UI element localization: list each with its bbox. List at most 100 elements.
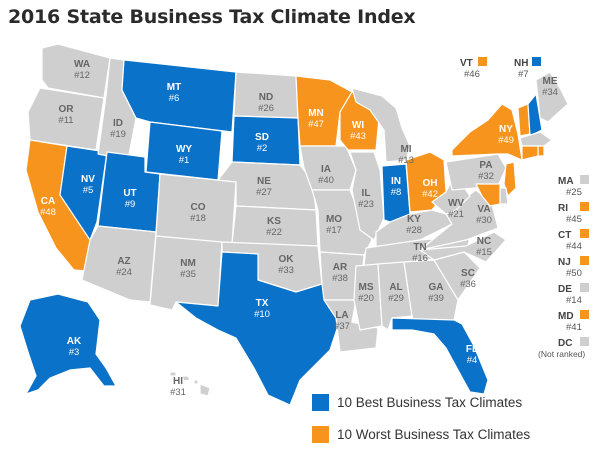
side-rank-dc: (Not ranked): [538, 349, 585, 359]
state-abbr-az: AZ: [117, 256, 130, 267]
state-abbr-hi: HI: [173, 376, 183, 387]
state-abbr-wv: WV: [448, 198, 464, 209]
state-rank-nc: #15: [476, 247, 492, 258]
state-abbr-wi: WI: [352, 120, 364, 131]
state-rank-tx: #10: [254, 309, 270, 320]
state-rank-or: #11: [58, 115, 73, 126]
map-title: 2016 State Business Tax Climate Index: [8, 6, 416, 28]
state-rank-wy: #1: [179, 155, 190, 166]
state-abbr-mi: MI: [400, 144, 411, 155]
state-rank-il: #23: [358, 199, 374, 210]
side-rank-ma: #25: [566, 187, 582, 198]
state-abbr-ks: KS: [267, 216, 281, 227]
side-swatch-nj: [580, 256, 589, 265]
state-abbr-ms: MS: [359, 282, 374, 293]
state-rank-in: #8: [391, 187, 402, 198]
state-abbr-me: ME: [543, 76, 558, 87]
state-rank-mn: #47: [308, 119, 324, 130]
state-rank-hi: #31: [170, 387, 186, 398]
state-rank-ny: #49: [498, 135, 514, 146]
side-swatch-de: [580, 283, 589, 292]
legend-best-swatch: [312, 394, 329, 411]
state-abbr-in: IN: [391, 176, 401, 187]
state-rank-wa: #12: [74, 70, 90, 81]
state-abbr-ut: UT: [123, 188, 136, 199]
side-swatch-md: [580, 310, 589, 319]
state-abbr-mt: MT: [167, 82, 181, 93]
legend-worst-label: 10 Worst Business Tax Climates: [337, 427, 531, 442]
state-de: [499, 187, 509, 205]
state-abbr-sd: SD: [255, 132, 269, 143]
state-rank-ne: #27: [256, 187, 272, 198]
state-abbr-al: AL: [389, 282, 402, 293]
state-rank-mi: #13: [398, 155, 414, 166]
state-rank-wv: #21: [448, 209, 464, 220]
state-rank-mt: #6: [169, 93, 180, 104]
state-rank-tn: #16: [412, 253, 428, 264]
state-rank-la: #37: [334, 321, 350, 332]
state-rank-ar: #38: [332, 273, 348, 284]
side-swatch-ri: [580, 202, 589, 211]
side-abbr-ri: RI: [558, 203, 568, 214]
state-abbr-ca: CA: [41, 196, 55, 207]
state-rank-ut: #9: [125, 199, 136, 210]
state-abbr-co: CO: [191, 202, 206, 213]
inset-rank-nh: #7: [518, 69, 529, 80]
state-rank-pa: #32: [478, 171, 494, 182]
state-abbr-ky: KY: [407, 214, 421, 225]
state-rank-ia: #40: [318, 175, 334, 186]
state-rank-az: #24: [116, 267, 132, 278]
state-abbr-or: OR: [59, 104, 75, 115]
state-rank-ms: #20: [358, 293, 374, 304]
state-abbr-nc: NC: [477, 236, 491, 247]
state-abbr-ar: AR: [333, 262, 348, 273]
state-tx: [175, 251, 341, 406]
state-abbr-nd: ND: [259, 92, 273, 103]
state-abbr-sc: SC: [461, 268, 475, 279]
state-nc: [419, 231, 507, 263]
state-abbr-ga: GA: [429, 282, 444, 293]
state-pa: [445, 153, 507, 191]
state-rank-ky: #28: [406, 225, 422, 236]
legend-worst: 10 Worst Business Tax Climates: [312, 426, 530, 443]
legend-worst-swatch: [312, 426, 329, 443]
inset-rank-vt: #46: [464, 69, 480, 80]
state-abbr-tx: TX: [256, 298, 269, 309]
state-ny: [451, 103, 523, 161]
side-abbr-de: DE: [558, 284, 572, 295]
state-abbr-il: IL: [362, 188, 371, 199]
state-mn: [295, 75, 353, 147]
state-abbr-ok: OK: [279, 254, 295, 265]
state-rank-id: #19: [110, 129, 126, 140]
side-abbr-nj: NJ: [558, 257, 571, 268]
side-rank-ct: #44: [566, 241, 582, 252]
state-ms: [353, 263, 383, 331]
side-rank-nj: #50: [566, 268, 582, 279]
state-rank-nm: #35: [180, 269, 196, 280]
state-abbr-mn: MN: [308, 108, 324, 119]
state-nj: [503, 161, 517, 197]
state-abbr-tn: TN: [413, 242, 426, 253]
state-rank-oh: #42: [422, 189, 438, 200]
state-abbr-fl: FL: [466, 344, 478, 355]
state-abbr-nv: NV: [81, 174, 95, 185]
side-rank-de: #14: [566, 295, 582, 306]
state-rank-nv: #5: [83, 185, 94, 196]
state-ct: [521, 145, 539, 161]
state-rank-sd: #2: [257, 143, 268, 154]
state-md: [475, 183, 501, 207]
side-swatch-ma: [580, 175, 589, 184]
state-rank-fl: #4: [467, 355, 478, 366]
inset-abbr-nh: NH: [514, 58, 528, 69]
state-rank-ks: #22: [266, 227, 282, 238]
state-abbr-la: LA: [335, 310, 348, 321]
state-rank-va: #30: [476, 215, 492, 226]
state-abbr-ny: NY: [499, 124, 513, 135]
state-rank-co: #18: [190, 213, 206, 224]
side-abbr-ct: CT: [558, 230, 571, 241]
state-il: [349, 151, 385, 241]
state-ri: [537, 145, 545, 157]
state-hi: [169, 371, 211, 397]
state-abbr-pa: PA: [479, 160, 492, 171]
